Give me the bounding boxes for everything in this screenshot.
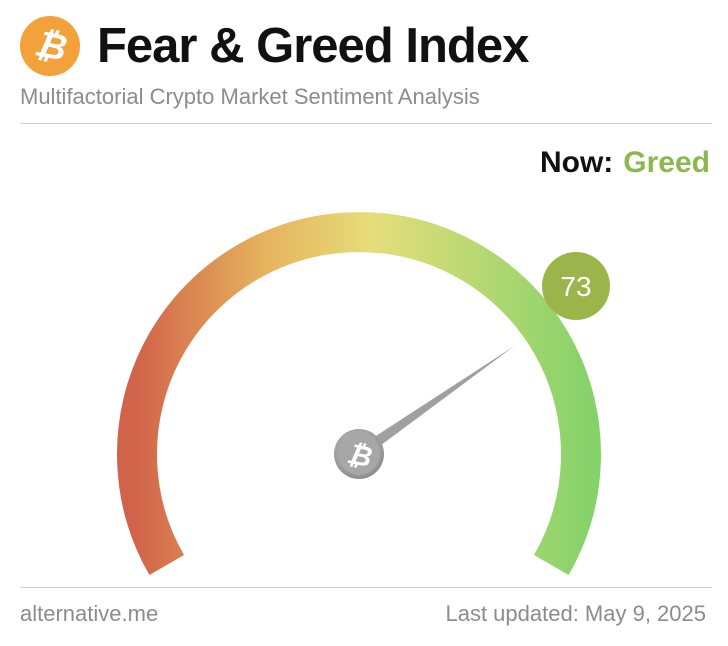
footer-divider [20,587,712,588]
header-divider [20,123,712,124]
gauge-arc [117,212,601,575]
bitcoin-logo-icon: ₿ [20,16,80,76]
header: ₿ Fear & Greed Index [20,12,712,82]
gauge-needle [355,345,515,459]
page-title: Fear & Greed Index [97,19,529,73]
last-updated: Last updated: May 9, 2025 [445,601,706,626]
gauge-hub: ₿ [334,429,384,479]
source-link[interactable]: alternative.me [20,601,159,626]
now-label: Now: [539,146,614,179]
sentiment-classification: Greed [623,146,710,179]
current-sentiment: Now: Greed [540,143,710,183]
gauge-value-badge: 73 [542,252,610,320]
gauge-value: 73 [560,271,591,302]
page-subtitle: Multifactorial Crypto Market Sentiment A… [20,84,480,109]
bitcoin-icon: ₿ [31,22,70,69]
